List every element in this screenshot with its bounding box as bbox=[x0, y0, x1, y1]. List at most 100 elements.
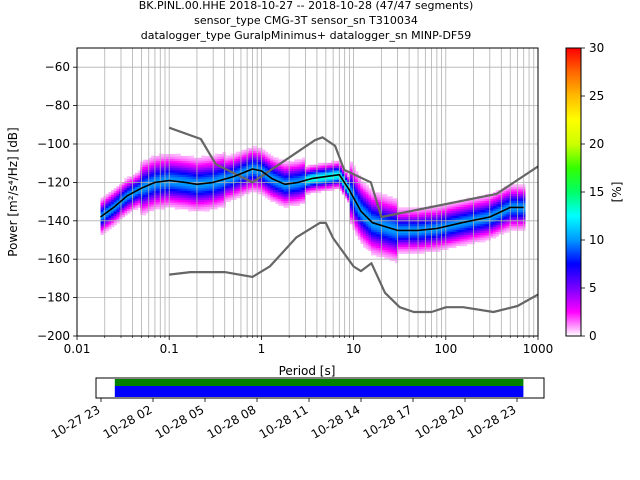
psd-cell bbox=[355, 217, 359, 221]
psd-cell bbox=[410, 248, 415, 252]
psd-cell bbox=[434, 216, 438, 220]
psd-cell bbox=[402, 216, 407, 220]
psd-cell bbox=[310, 187, 314, 191]
psd-cell bbox=[495, 196, 499, 200]
psd-cell bbox=[365, 244, 369, 248]
psd-cell bbox=[169, 200, 173, 203]
psd-cell bbox=[227, 155, 232, 159]
psd-cell bbox=[140, 207, 144, 211]
psd-cell bbox=[371, 225, 375, 228]
psd-cell bbox=[214, 160, 218, 164]
psd-cell bbox=[355, 192, 359, 195]
psd-cell bbox=[272, 198, 277, 202]
psd-cell bbox=[174, 202, 179, 206]
psd-cell bbox=[243, 188, 247, 192]
psd-cell bbox=[392, 203, 396, 206]
psd-cell bbox=[429, 249, 433, 252]
psd-cell bbox=[493, 196, 497, 200]
psd-cell bbox=[169, 195, 173, 199]
psd-cell bbox=[206, 199, 210, 203]
psd-cell bbox=[206, 172, 210, 175]
psd-cell bbox=[150, 167, 155, 170]
psd-cell bbox=[113, 208, 118, 212]
psd-cell bbox=[135, 184, 139, 188]
psd-cell bbox=[325, 172, 330, 175]
psd-cell bbox=[463, 204, 468, 207]
psd-cell bbox=[400, 221, 404, 224]
psd-cell bbox=[233, 190, 237, 194]
psd-cell bbox=[230, 174, 234, 178]
psd-cell bbox=[392, 244, 396, 248]
psd-cell bbox=[378, 245, 383, 249]
psd-cell bbox=[150, 178, 155, 182]
y-tick-label: −80 bbox=[45, 99, 70, 113]
psd-cell bbox=[172, 153, 176, 157]
psd-cell bbox=[490, 226, 494, 229]
psd-cell bbox=[394, 207, 399, 211]
psd-cell bbox=[310, 178, 314, 182]
psd-cell bbox=[294, 196, 298, 199]
psd-cell bbox=[278, 189, 282, 193]
psd-cell bbox=[148, 201, 152, 205]
psd-cell bbox=[108, 198, 112, 202]
psd-cell bbox=[225, 187, 229, 191]
psd-cell bbox=[203, 190, 208, 194]
psd-cell bbox=[389, 244, 393, 248]
psd-cell bbox=[368, 248, 372, 252]
psd-cell bbox=[182, 158, 186, 161]
psd-cell bbox=[111, 222, 115, 226]
psd-cell bbox=[442, 231, 446, 234]
psd-cell bbox=[161, 172, 165, 176]
psd-cell bbox=[217, 170, 221, 173]
psd-cell bbox=[320, 172, 324, 175]
psd-cell bbox=[320, 188, 324, 191]
psd-cell bbox=[516, 202, 521, 206]
psd-cell bbox=[185, 178, 189, 182]
psd-cell bbox=[405, 223, 409, 227]
psd-cell bbox=[376, 226, 380, 230]
psd-cell bbox=[278, 170, 282, 174]
psd-cell bbox=[140, 175, 144, 179]
psd-cell bbox=[503, 200, 507, 203]
psd-cell bbox=[209, 188, 213, 191]
psd-cell bbox=[257, 161, 261, 165]
psd-cell bbox=[233, 197, 237, 201]
psd-cell bbox=[302, 192, 306, 195]
psd-cell bbox=[352, 220, 356, 224]
psd-cell bbox=[368, 225, 372, 229]
psd-cell bbox=[137, 205, 141, 208]
psd-cell bbox=[458, 225, 462, 228]
psd-cell bbox=[116, 216, 120, 219]
psd-cell bbox=[397, 237, 401, 241]
psd-cell bbox=[408, 225, 412, 229]
psd-cell bbox=[272, 196, 277, 200]
psd-cell bbox=[156, 158, 160, 161]
psd-cell bbox=[421, 246, 425, 250]
psd-cell bbox=[185, 188, 189, 191]
psd-cell bbox=[386, 228, 391, 232]
psd-cell bbox=[241, 172, 245, 176]
psd-cell bbox=[275, 178, 279, 181]
psd-cell bbox=[198, 190, 202, 193]
psd-cell bbox=[463, 236, 468, 240]
psd-cell bbox=[257, 147, 261, 151]
psd-cell bbox=[347, 199, 351, 203]
psd-cell bbox=[487, 203, 491, 206]
psd-cell bbox=[235, 163, 240, 166]
psd-cell bbox=[368, 206, 372, 210]
psd-cell bbox=[217, 156, 221, 159]
psd-cell bbox=[193, 169, 197, 173]
psd-cell bbox=[180, 169, 184, 173]
psd-cell bbox=[368, 239, 372, 242]
psd-cell bbox=[498, 231, 502, 235]
psd-cell bbox=[352, 167, 356, 171]
psd-cell bbox=[286, 200, 290, 204]
psd-cell bbox=[400, 218, 404, 222]
psd-cell bbox=[397, 232, 401, 236]
psd-cell bbox=[206, 165, 210, 168]
psd-cell bbox=[392, 256, 396, 259]
psd-cell bbox=[296, 196, 301, 199]
psd-cell bbox=[113, 213, 118, 217]
psd-cell bbox=[360, 231, 364, 235]
psd-cell bbox=[413, 246, 417, 250]
